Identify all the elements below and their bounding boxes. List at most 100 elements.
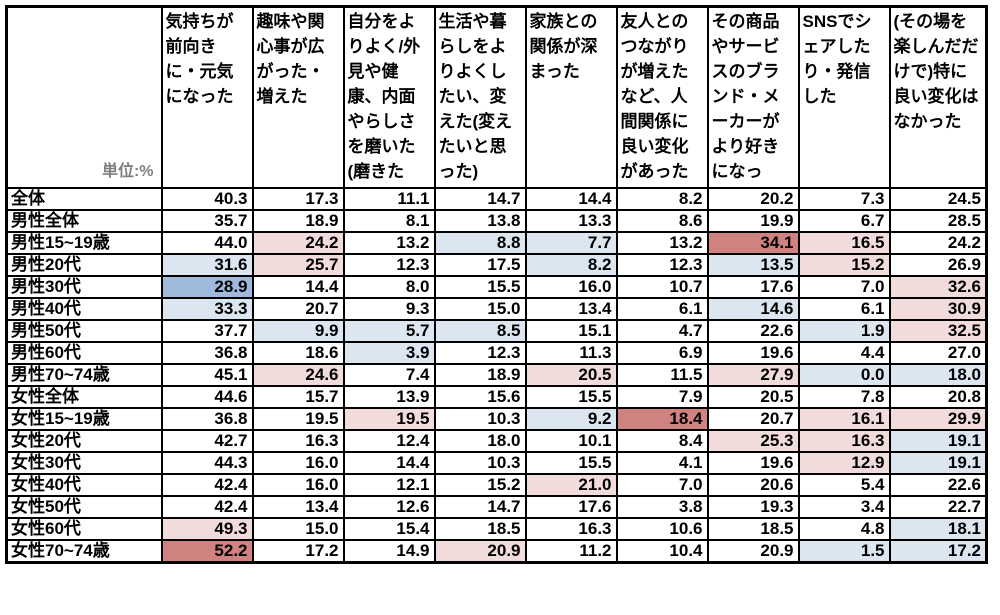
data-cell: 12.9 — [797, 451, 891, 475]
data-cell: 12.3 — [615, 253, 709, 277]
data-cell: 13.4 — [524, 297, 618, 321]
data-cell: 20.2 — [706, 187, 800, 211]
data-cell: 15.0 — [251, 517, 345, 541]
table-row: 男性50代 37.7 9.9 5.7 8.5 15.1 4.7 22.6 1.9 32.5 — [5, 319, 988, 343]
column-header: 家族との関係が深まった — [524, 5, 618, 189]
data-cell: 18.0 — [888, 363, 988, 387]
data-cell: 11.2 — [524, 539, 618, 564]
data-cell: 10.3 — [433, 407, 527, 431]
data-cell: 7.8 — [797, 385, 891, 409]
data-cell: 28.9 — [160, 275, 254, 299]
unit-label: 単位:% — [5, 5, 163, 189]
data-cell: 17.3 — [251, 187, 345, 211]
data-cell: 1.9 — [797, 319, 891, 343]
data-cell: 18.6 — [251, 341, 345, 365]
data-cell: 4.1 — [615, 451, 709, 475]
data-cell: 11.5 — [615, 363, 709, 387]
column-header: SNSでシェアしたり・発信した — [797, 5, 891, 189]
data-cell: 18.9 — [433, 363, 527, 387]
data-cell: 18.5 — [706, 517, 800, 541]
column-header: その商品やサービスのブランド・メーカーがより好きになっ — [706, 5, 800, 189]
row-label: 女性60代 — [5, 517, 163, 541]
row-label: 男性30代 — [5, 275, 163, 299]
data-cell: 52.2 — [160, 539, 254, 564]
data-cell: 16.3 — [524, 517, 618, 541]
data-cell: 10.6 — [615, 517, 709, 541]
data-cell: 4.8 — [797, 517, 891, 541]
data-cell: 42.7 — [160, 429, 254, 453]
data-cell: 16.3 — [251, 429, 345, 453]
table-header: 単位:% 気持ちが前向きに・元気になった 趣味や関心事が広がった・増えた 自分をより… — [5, 5, 988, 189]
data-cell: 6.1 — [615, 297, 709, 321]
table-body: 全体 40.3 17.3 11.1 14.7 14.4 8.2 20.2 7.3 24.5 男性全体… — [5, 187, 988, 564]
data-cell: 15.2 — [433, 473, 527, 497]
table-row: 女性15~19歳 36.8 19.5 19.5 10.3 9.2 18.4 20.7 16.1 2… — [5, 407, 988, 431]
data-cell: 21.0 — [524, 473, 618, 497]
data-cell: 18.5 — [433, 517, 527, 541]
data-cell: 8.2 — [524, 253, 618, 277]
data-cell: 16.1 — [797, 407, 891, 431]
data-cell: 25.3 — [706, 429, 800, 453]
row-label: 女性50代 — [5, 495, 163, 519]
data-cell: 17.6 — [524, 495, 618, 519]
data-cell: 0.0 — [797, 363, 891, 387]
data-cell: 16.0 — [251, 451, 345, 475]
data-cell: 17.2 — [888, 539, 988, 564]
data-cell: 16.0 — [524, 275, 618, 299]
data-cell: 12.3 — [342, 253, 436, 277]
data-cell: 13.8 — [433, 209, 527, 233]
row-label: 女性40代 — [5, 473, 163, 497]
data-cell: 24.5 — [888, 187, 988, 211]
data-cell: 18.1 — [888, 517, 988, 541]
column-header: 友人とのつながりが増えたなど、人間関係に良い変化があった — [615, 5, 709, 189]
data-cell: 14.4 — [524, 187, 618, 211]
data-cell: 36.8 — [160, 341, 254, 365]
table-row: 女性全体 44.6 15.7 13.9 15.6 15.5 7.9 20.5 7.8 20.8 — [5, 385, 988, 409]
data-cell: 9.2 — [524, 407, 618, 431]
data-cell: 15.2 — [797, 253, 891, 277]
data-cell: 22.7 — [888, 495, 988, 519]
column-header: 生活や暮らしをよりよくしたい、変えた(変えたいと思った) — [433, 5, 527, 189]
data-cell: 14.9 — [342, 539, 436, 564]
data-cell: 34.1 — [706, 231, 800, 255]
data-cell: 40.3 — [160, 187, 254, 211]
data-cell: 7.4 — [342, 363, 436, 387]
data-cell: 18.0 — [433, 429, 527, 453]
data-cell: 19.5 — [251, 407, 345, 431]
table-row: 女性40代 42.4 16.0 12.1 15.2 21.0 7.0 20.6 5.4 22.6 — [5, 473, 988, 497]
data-cell: 8.8 — [433, 231, 527, 255]
data-cell: 7.9 — [615, 385, 709, 409]
data-cell: 6.1 — [797, 297, 891, 321]
data-cell: 22.6 — [706, 319, 800, 343]
data-cell: 5.7 — [342, 319, 436, 343]
data-cell: 14.7 — [433, 495, 527, 519]
data-cell: 16.0 — [251, 473, 345, 497]
row-label: 全体 — [5, 187, 163, 211]
data-cell: 25.7 — [251, 253, 345, 277]
data-cell: 14.6 — [706, 297, 800, 321]
data-cell: 10.1 — [524, 429, 618, 453]
survey-table-container: 単位:% 気持ちが前向きに・元気になった 趣味や関心事が広がった・増えた 自分をより… — [5, 5, 988, 564]
data-cell: 19.6 — [706, 341, 800, 365]
data-cell: 11.1 — [342, 187, 436, 211]
data-cell: 44.0 — [160, 231, 254, 255]
data-cell: 15.5 — [433, 275, 527, 299]
data-cell: 22.6 — [888, 473, 988, 497]
data-cell: 3.4 — [797, 495, 891, 519]
data-cell: 10.4 — [615, 539, 709, 564]
data-cell: 37.7 — [160, 319, 254, 343]
data-cell: 7.0 — [615, 473, 709, 497]
data-cell: 20.8 — [888, 385, 988, 409]
table-row: 全体 40.3 17.3 11.1 14.7 14.4 8.2 20.2 7.3 24.5 — [5, 187, 988, 211]
data-cell: 19.1 — [888, 451, 988, 475]
data-cell: 29.9 — [888, 407, 988, 431]
data-cell: 24.2 — [888, 231, 988, 255]
table-row: 男性20代 31.6 25.7 12.3 17.5 8.2 12.3 13.5 15.2 26.9 — [5, 253, 988, 277]
data-cell: 14.4 — [342, 451, 436, 475]
data-cell: 27.9 — [706, 363, 800, 387]
row-label: 男性50代 — [5, 319, 163, 343]
data-cell: 14.4 — [251, 275, 345, 299]
data-cell: 15.5 — [524, 451, 618, 475]
row-label: 男性全体 — [5, 209, 163, 233]
data-cell: 8.0 — [342, 275, 436, 299]
